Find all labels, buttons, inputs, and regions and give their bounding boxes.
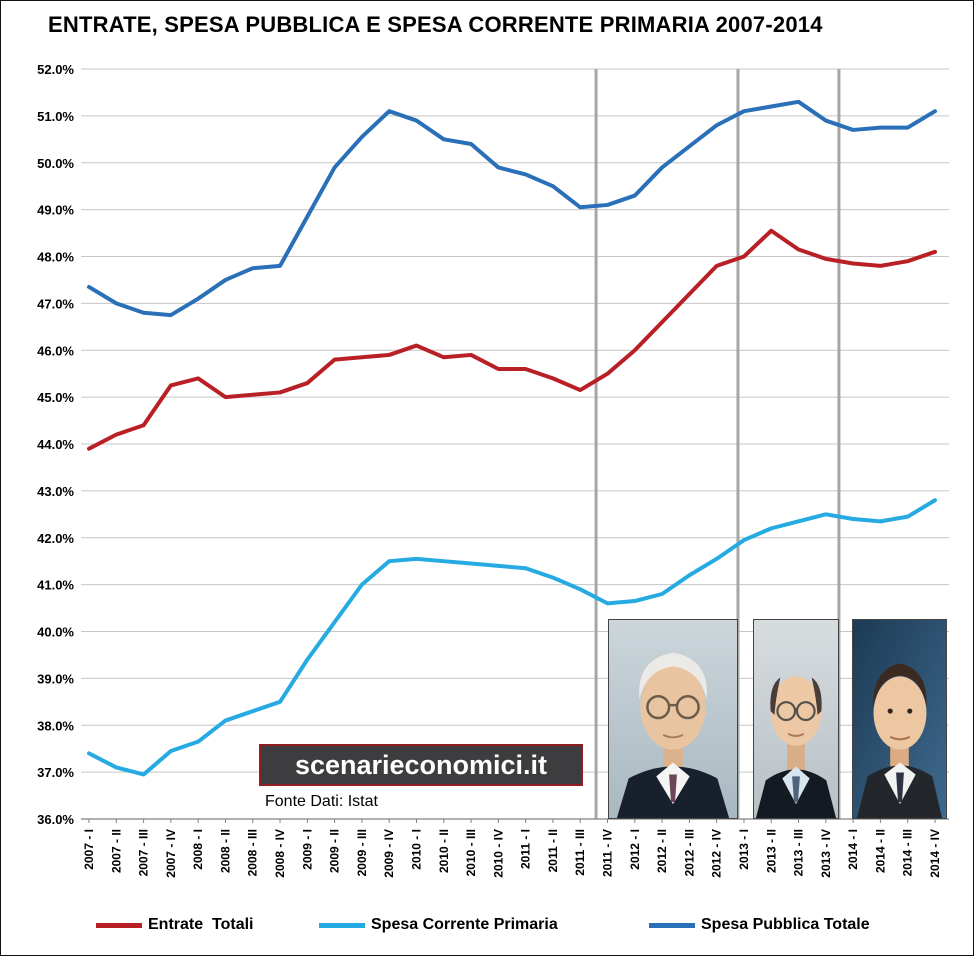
x-axis-label: 2014 - I bbox=[846, 829, 860, 870]
x-axis-label: 2009 - I bbox=[300, 829, 314, 870]
y-axis-label: 41.0% bbox=[37, 578, 74, 593]
photo-mario-monti bbox=[608, 619, 738, 819]
y-axis-label: 42.0% bbox=[37, 531, 74, 546]
x-axis-label: 2013 - II bbox=[764, 829, 778, 873]
x-axis-label: 2013 - III bbox=[792, 829, 806, 876]
x-axis-label: 2012 - II bbox=[655, 829, 669, 873]
y-axis-label: 44.0% bbox=[37, 437, 74, 452]
y-axis-label: 45.0% bbox=[37, 390, 74, 405]
y-axis-label: 43.0% bbox=[37, 484, 74, 499]
y-axis-label: 49.0% bbox=[37, 203, 74, 218]
x-axis-label: 2012 - III bbox=[682, 829, 696, 876]
y-axis-label: 47.0% bbox=[37, 296, 74, 311]
x-axis-label: 2007 - II bbox=[109, 829, 123, 873]
legend-label-entrate-totali: Entrate Totali bbox=[148, 916, 254, 933]
y-axis-label: 38.0% bbox=[37, 718, 74, 733]
legend: Entrate Totali Spesa Corrente Primaria S… bbox=[1, 907, 973, 943]
chart-title: ENTRATE, SPESA PUBBLICA E SPESA CORRENTE… bbox=[48, 12, 823, 37]
x-axis-label: 2009 - II bbox=[328, 829, 342, 873]
x-axis-label: 2014 - III bbox=[901, 829, 915, 876]
x-axis-label: 2011 - III bbox=[573, 829, 587, 876]
legend-label-spesa-corrente-primaria: Spesa Corrente Primaria bbox=[371, 916, 558, 933]
x-axis-label: 2014 - II bbox=[873, 829, 887, 873]
legend-item-entrate-totali: Entrate Totali bbox=[96, 907, 254, 943]
x-axis-label: 2013 - IV bbox=[819, 829, 833, 878]
x-axis-label: 2008 - II bbox=[218, 829, 232, 873]
watermark-banner: scenarieconomici.it bbox=[259, 744, 583, 786]
monti-portrait-graphic bbox=[609, 620, 737, 818]
x-axis-label: 2010 - IV bbox=[491, 829, 505, 878]
legend-swatch-spesa-pubblica-totale bbox=[649, 922, 695, 928]
y-axis-label: 46.0% bbox=[37, 343, 74, 358]
series-line-spesa-corrente-primaria bbox=[87, 498, 937, 777]
x-axis-label: 2008 - IV bbox=[273, 829, 287, 878]
x-axis-label: 2007 - III bbox=[137, 829, 151, 876]
series-line-spesa-pubblica-totale bbox=[87, 99, 937, 318]
x-axis-label: 2010 - II bbox=[437, 829, 451, 873]
photo-enrico-letta bbox=[753, 619, 839, 819]
x-axis-label: 2010 - III bbox=[464, 829, 478, 876]
x-axis-label: 2011 - II bbox=[546, 829, 560, 872]
x-axis-label: 2007 - IV bbox=[164, 829, 178, 878]
y-axis-label: 39.0% bbox=[37, 671, 74, 686]
legend-swatch-spesa-corrente-primaria bbox=[319, 922, 365, 928]
y-axis-label: 52.0% bbox=[37, 62, 74, 77]
photo-matteo-renzi bbox=[852, 619, 947, 819]
y-axis-label: 40.0% bbox=[37, 625, 74, 640]
x-axis-label: 2010 - I bbox=[409, 829, 423, 870]
x-axis-label: 2008 - III bbox=[246, 829, 260, 876]
y-axis-label: 51.0% bbox=[37, 109, 74, 124]
x-axis-label: 2011 - I bbox=[519, 829, 533, 869]
letta-portrait-graphic bbox=[754, 620, 838, 818]
y-axis-label: 36.0% bbox=[37, 812, 74, 827]
y-axis-label: 37.0% bbox=[37, 765, 74, 780]
y-axis-label: 50.0% bbox=[37, 156, 74, 171]
x-axis-label: 2013 - I bbox=[737, 829, 751, 870]
x-axis-label: 2012 - I bbox=[628, 829, 642, 870]
x-axis-label: 2011 - IV bbox=[601, 829, 615, 877]
legend-label-spesa-pubblica-totale: Spesa Pubblica Totale bbox=[701, 916, 870, 933]
renzi-portrait-graphic bbox=[853, 620, 946, 818]
x-axis-label: 2009 - III bbox=[355, 829, 369, 876]
x-axis-label: 2008 - I bbox=[191, 829, 205, 870]
y-axis-label: 48.0% bbox=[37, 250, 74, 265]
x-axis-label: 2012 - IV bbox=[710, 829, 724, 878]
legend-swatch-entrate-totali bbox=[96, 922, 142, 928]
legend-item-spesa-corrente-primaria: Spesa Corrente Primaria bbox=[319, 907, 558, 943]
source-note: Fonte Dati: Istat bbox=[265, 793, 378, 810]
series-line-entrate-totali bbox=[87, 228, 937, 451]
legend-item-spesa-pubblica-totale: Spesa Pubblica Totale bbox=[649, 907, 870, 943]
x-axis-label: 2014 - IV bbox=[928, 829, 942, 878]
x-axis-label: 2009 - IV bbox=[382, 829, 396, 878]
x-axis-label: 2007 - I bbox=[82, 829, 96, 870]
